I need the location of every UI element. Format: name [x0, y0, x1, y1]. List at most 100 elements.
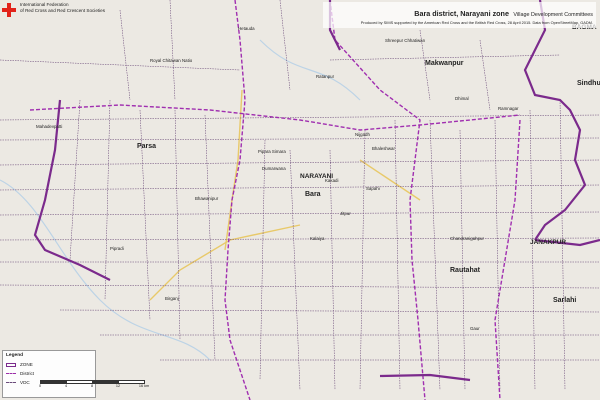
- vdc-boundary: [204, 114, 216, 361]
- place-label: Chandranigahpur: [450, 236, 484, 241]
- place-label: Jitpur: [340, 211, 351, 216]
- scale-segment: [66, 380, 93, 384]
- district-boundary-bara-rautahat: [329, 0, 426, 400]
- org-name: International Federation of Red Cross an…: [20, 2, 160, 13]
- zone-label-narayani: NARAYANI: [300, 173, 333, 180]
- scale-tick-label: 0: [38, 384, 42, 388]
- vdc-boundary: [174, 109, 181, 341]
- vdc-boundary: [529, 109, 536, 391]
- district-boundary-parsa-bara: [224, 0, 251, 400]
- vdc-boundary: [394, 119, 401, 391]
- map-subtitle: Village Development Committees: [513, 12, 593, 18]
- vdc-boundary: [279, 0, 291, 91]
- vdc-boundary: [0, 137, 600, 141]
- zone-label-janakpur: JANAKPUR: [530, 239, 566, 246]
- place-label: Hetauda: [238, 26, 255, 31]
- vdc-line-swatch: [6, 382, 16, 386]
- legend-title: Legend: [6, 353, 24, 358]
- red-cross-icon: [2, 3, 16, 17]
- district-label-bara: Bara: [305, 191, 321, 198]
- place-label: Pipara Simara: [258, 149, 286, 154]
- place-label: Bhaleshwar: [372, 146, 395, 151]
- scale-segment: [40, 380, 67, 384]
- place-label: Ratanpur: [316, 74, 335, 79]
- vdc-boundary: [0, 237, 600, 241]
- place-label: Gaur: [470, 326, 480, 331]
- river-line: [259, 39, 361, 101]
- vdc-boundary: [329, 54, 561, 61]
- place-label: Kalaiya: [310, 236, 325, 241]
- legend: Legend ZONE District VDC: [2, 350, 96, 398]
- place-label: Bhawanipur: [195, 196, 219, 201]
- vdc-boundary: [104, 99, 111, 301]
- org-line-2: of Red Cross and Red Crescent Societies: [20, 7, 106, 13]
- road-line: [359, 159, 421, 201]
- legend-label: VDC: [20, 380, 30, 385]
- district-label-rautahat: Rautahat: [450, 267, 481, 274]
- vdc-boundary: [259, 139, 266, 381]
- district-label-parsa: Parsa: [137, 143, 156, 150]
- scale-segment: [118, 380, 145, 384]
- scale-tick-label: 8: [90, 384, 94, 388]
- org-line-1: International Federation: [20, 2, 69, 7]
- place-label: Nijgadh: [355, 132, 370, 137]
- legend-label: ZONE: [20, 362, 33, 367]
- district-line-swatch: [6, 373, 16, 377]
- zone-line-swatch: [6, 363, 16, 367]
- district-boundary-north: [29, 104, 521, 131]
- place-label: Dhimal: [455, 96, 469, 101]
- vdc-boundary: [169, 0, 176, 101]
- scale-tick-label: 16 km: [138, 384, 150, 388]
- vdc-boundary: [419, 29, 431, 101]
- vdc-boundary: [0, 59, 241, 71]
- place-label: Mahadevpatti: [36, 124, 62, 129]
- vdc-boundary: [119, 9, 131, 101]
- place-label: Royal Chitawan Natio: [150, 58, 193, 63]
- district-label-sindhu: Sindhu: [577, 80, 600, 87]
- district-label-sarlahi: Sarlahi: [553, 297, 576, 304]
- zone-boundary-border: [33, 99, 111, 281]
- vdc-boundary: [69, 99, 81, 261]
- vdc-boundary: [479, 39, 491, 111]
- road-line: [224, 89, 243, 251]
- vdc-boundary: [59, 309, 600, 313]
- vdc-boundary: [429, 119, 441, 391]
- place-label: Pipradi: [110, 246, 124, 251]
- vdc-boundary: [459, 129, 466, 391]
- map-title: Bara district, Narayani zone: [414, 9, 509, 18]
- place-label: Dumarwana: [262, 166, 286, 171]
- vdc-boundary: [289, 149, 301, 391]
- place-label: Birganj: [165, 296, 179, 301]
- district-boundaries-layer: [29, 0, 521, 400]
- vdc-boundary: [0, 184, 600, 191]
- vdc-boundary: [139, 109, 151, 321]
- river-line: [0, 179, 211, 361]
- zone-boundary-south: [379, 373, 471, 382]
- vdc-boundary: [0, 211, 600, 216]
- scale-tick-label: 4: [64, 384, 68, 388]
- place-label: Kakadi: [325, 178, 338, 183]
- vdc-boundary: [359, 129, 366, 391]
- vdc-boundary: [329, 149, 336, 391]
- vdc-boundary: [0, 114, 600, 121]
- vdc-boundary: [0, 159, 600, 166]
- roads-layer: [149, 89, 421, 301]
- ifrc-logo-block: International Federation of Red Cross an…: [2, 2, 162, 30]
- vdc-boundary: [494, 119, 501, 391]
- zone-boundary-east: [523, 0, 587, 241]
- map-credit: Produced by SIMS supported by the Americ…: [360, 20, 593, 25]
- road-line: [149, 224, 301, 301]
- scale-tick-label: 12: [115, 384, 121, 388]
- place-label: Ramnagar: [498, 106, 519, 111]
- map-labels-layer: NARAYANI JANAKPUR BAGMA Makwanpur Parsa …: [36, 24, 600, 331]
- district-label-makwanpur: Makwanpur: [425, 60, 464, 67]
- place-label: Sapahi: [366, 186, 380, 191]
- place-label: Shreepur Chhatiwan: [385, 38, 426, 43]
- legend-label: District: [20, 371, 35, 376]
- zone-boundary-janakpur: [534, 238, 600, 247]
- vdc-boundary: [559, 99, 566, 391]
- rivers-layer: [0, 39, 361, 361]
- district-boundary-rautahat-sarlahi: [494, 119, 521, 400]
